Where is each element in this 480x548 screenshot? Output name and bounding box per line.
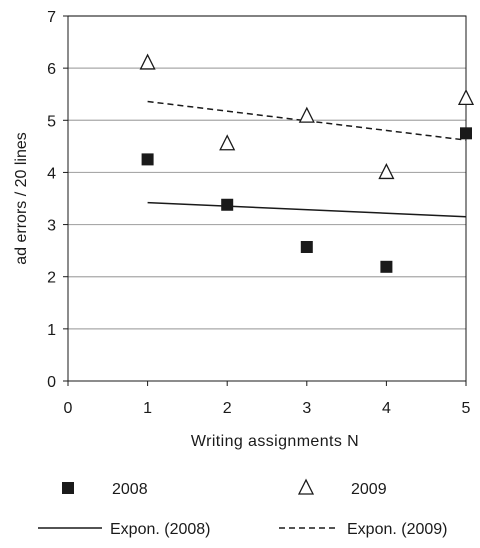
x-axis-title: Writing assignments N (191, 433, 359, 450)
trendline-2 (147, 201, 467, 218)
y-tick-label-6: 6 (47, 61, 56, 78)
y-tick-label-5: 5 (47, 113, 56, 130)
plot-frame (67, 15, 467, 382)
data-points (139, 53, 475, 273)
point-2008-2 (300, 240, 313, 253)
point-2008-0 (141, 153, 154, 166)
y-tick-label-2: 2 (47, 270, 56, 287)
point-2009-2 (298, 106, 315, 123)
point-2008-3 (380, 260, 393, 273)
legend-item-1-label: 2009 (351, 481, 387, 498)
point-2009-1 (219, 134, 236, 151)
y-tick-label-7: 7 (47, 9, 56, 26)
x-tick-label-0: 0 (64, 400, 73, 417)
x-tick-label-2: 2 (223, 400, 232, 417)
legend-item-1-marker (297, 478, 315, 495)
legend-item-0-label: 2008 (112, 481, 148, 498)
x-tick-label-3: 3 (302, 400, 311, 417)
x-tick-label-4: 4 (382, 400, 391, 417)
y-tick-label-3: 3 (47, 218, 56, 235)
x-tick-label-1: 1 (143, 400, 152, 417)
point-2009-4 (457, 88, 475, 106)
tick-labels: 0 1 2 3 4 5 6 7 0 1 2 3 4 5 (47, 9, 470, 417)
point-2009-3 (378, 162, 395, 180)
grid (68, 15, 466, 330)
legend-item-0-marker (62, 482, 74, 494)
legend-item-2-label: Expon. (2008) (110, 521, 211, 538)
y-tick-label-0: 0 (47, 374, 56, 391)
point-2008-4 (460, 127, 472, 140)
x-tick-label-5: 5 (462, 400, 471, 417)
y-tick-label-1: 1 (47, 322, 56, 339)
legend: 2008 2009 Expon. (2008) Expon. (2009) (38, 478, 448, 538)
y-tick-label-4: 4 (47, 165, 56, 182)
legend-item-3-label: Expon. (2009) (347, 521, 448, 538)
point-2008-1 (221, 198, 234, 211)
axes (63, 15, 467, 386)
y-axis-title: ad errors / 20 lines (13, 132, 30, 265)
point-2009-0 (139, 53, 156, 70)
